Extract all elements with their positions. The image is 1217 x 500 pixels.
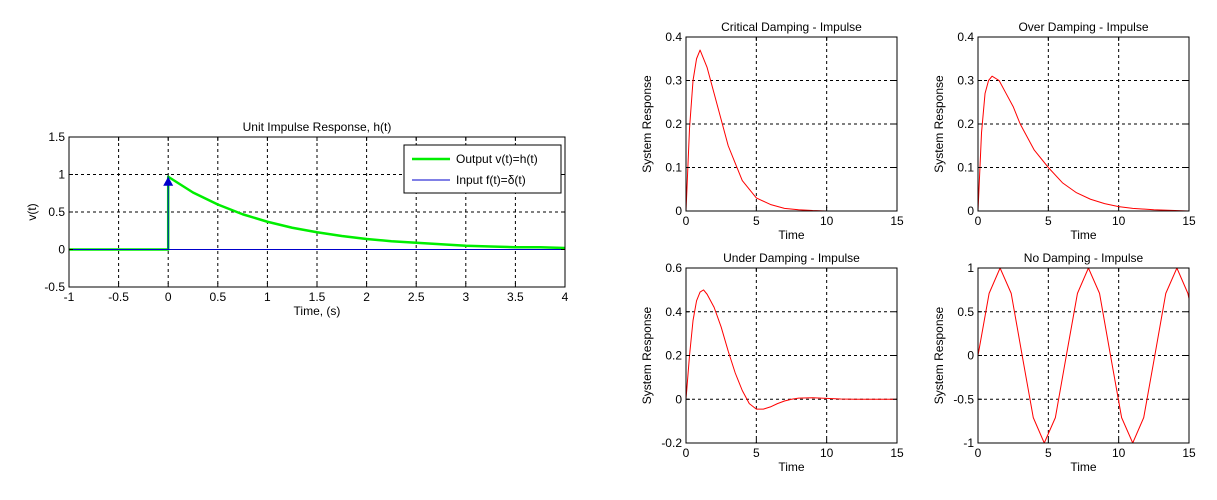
y-tick-label: 0.6 bbox=[665, 261, 682, 275]
x-tick-label: 5 bbox=[1045, 214, 1052, 228]
x-tick-label: -1 bbox=[64, 290, 75, 304]
x-tick-label: 5 bbox=[753, 214, 760, 228]
chart-title: Unit Impulse Response, h(t) bbox=[243, 120, 392, 134]
impulse-arrow-marker bbox=[163, 176, 174, 186]
x-axis-label: Time, (s) bbox=[294, 304, 341, 318]
legend: Output v(t)=h(t) Input f(t)=δ(t) bbox=[403, 144, 562, 194]
x-tick-label: 10 bbox=[1112, 214, 1126, 228]
chart-title: Over Damping - Impulse bbox=[1018, 20, 1148, 34]
plot-no-damping: 0 5 10 15 -1 -0.5 0 0.5 1 No Damping - Impulse Tim… bbox=[932, 251, 1196, 474]
x-tick-label: 5 bbox=[753, 446, 760, 460]
x-tick-label: 1.5 bbox=[309, 290, 326, 304]
plot-impulse-response: -1 -0.5 0 0.5 1 1.5 2 2.5 3 3.5 4-0.500.511.5Unit … bbox=[25, 120, 569, 318]
y-tick-label: 0.1 bbox=[957, 161, 974, 175]
y-axis-label: System Response bbox=[932, 75, 946, 173]
y-tick-label: 0.4 bbox=[665, 305, 682, 319]
x-tick-label: 15 bbox=[1182, 214, 1196, 228]
y-tick-label: 0.2 bbox=[957, 117, 974, 131]
y-tick-label: 1 bbox=[58, 168, 65, 182]
y-tick-label: 0 bbox=[967, 349, 974, 363]
y-tick-label: 1.5 bbox=[48, 130, 65, 144]
legend-label: Output v(t)=h(t) bbox=[456, 152, 538, 166]
x-tick-label: 4 bbox=[562, 290, 569, 304]
plot-critical-damping: 0 5 10 15 0 0.1 0.2 0.3 0.4 Critical Damping - Im… bbox=[640, 20, 904, 242]
series-line bbox=[978, 75, 1189, 211]
y-tick-label: 0.4 bbox=[957, 30, 974, 44]
x-tick-label: 0 bbox=[975, 446, 982, 460]
y-tick-label: -0.5 bbox=[953, 392, 974, 406]
x-tick-label: 10 bbox=[820, 446, 834, 460]
y-axis-label: System Response bbox=[932, 306, 946, 404]
y-tick-label: 1 bbox=[967, 261, 974, 275]
y-tick-label: -0.2 bbox=[661, 436, 682, 450]
y-tick-label: 0.5 bbox=[48, 205, 65, 219]
legend-box bbox=[403, 144, 562, 194]
y-tick-label: 0.3 bbox=[957, 74, 974, 88]
x-tick-label: 2 bbox=[363, 290, 370, 304]
x-tick-label: 0 bbox=[683, 446, 690, 460]
y-tick-label: 0.2 bbox=[665, 349, 682, 363]
y-tick-label: 0.3 bbox=[665, 74, 682, 88]
y-tick-label: 0 bbox=[967, 204, 974, 218]
y-tick-label: 0 bbox=[58, 243, 65, 257]
x-tick-label: 0.5 bbox=[209, 290, 226, 304]
y-tick-label: 0.1 bbox=[665, 161, 682, 175]
y-tick-label: 0.4 bbox=[665, 30, 682, 44]
x-tick-label: 15 bbox=[890, 214, 904, 228]
x-tick-label: 1 bbox=[264, 290, 271, 304]
chart-title: No Damping - Impulse bbox=[1024, 251, 1144, 265]
x-tick-label: 5 bbox=[1045, 446, 1052, 460]
x-tick-label: 10 bbox=[1112, 446, 1126, 460]
x-axis-label: Time bbox=[778, 460, 805, 474]
y-tick-label: 0.2 bbox=[665, 117, 682, 131]
series-line-0 bbox=[69, 175, 565, 251]
x-axis-label: Time bbox=[1070, 460, 1097, 474]
y-axis-label: System Response bbox=[640, 75, 654, 173]
y-tick-label: 0 bbox=[675, 204, 682, 218]
y-axis-label: System Response bbox=[640, 306, 654, 404]
series-line bbox=[686, 289, 897, 410]
y-tick-label: 0.5 bbox=[957, 305, 974, 319]
x-axis-label: Time bbox=[1070, 228, 1097, 242]
x-tick-label: 10 bbox=[820, 214, 834, 228]
x-tick-label: 3 bbox=[462, 290, 469, 304]
x-tick-label: 0 bbox=[165, 290, 172, 304]
y-tick-label: 0 bbox=[675, 392, 682, 406]
x-tick-label: 0 bbox=[683, 214, 690, 228]
x-tick-label: 15 bbox=[1182, 446, 1196, 460]
x-tick-label: 15 bbox=[890, 446, 904, 460]
y-tick-label: -1 bbox=[963, 436, 974, 450]
plot-over-damping: 0 5 10 15 0 0.1 0.2 0.3 0.4 Over Damping - Impuls… bbox=[932, 20, 1196, 242]
legend-label: Input f(t)=δ(t) bbox=[456, 173, 526, 187]
y-tick-label: -0.5 bbox=[44, 280, 65, 294]
x-tick-label: 0 bbox=[975, 214, 982, 228]
x-axis-label: Time bbox=[778, 228, 805, 242]
x-tick-label: -0.5 bbox=[108, 290, 129, 304]
y-axis-label: v(t) bbox=[25, 203, 39, 220]
series-line bbox=[978, 268, 1189, 443]
x-tick-label: 2.5 bbox=[408, 290, 425, 304]
chart-title: Under Damping - Impulse bbox=[723, 251, 860, 265]
x-tick-label: 3.5 bbox=[507, 290, 524, 304]
chart-title: Critical Damping - Impulse bbox=[721, 20, 862, 34]
